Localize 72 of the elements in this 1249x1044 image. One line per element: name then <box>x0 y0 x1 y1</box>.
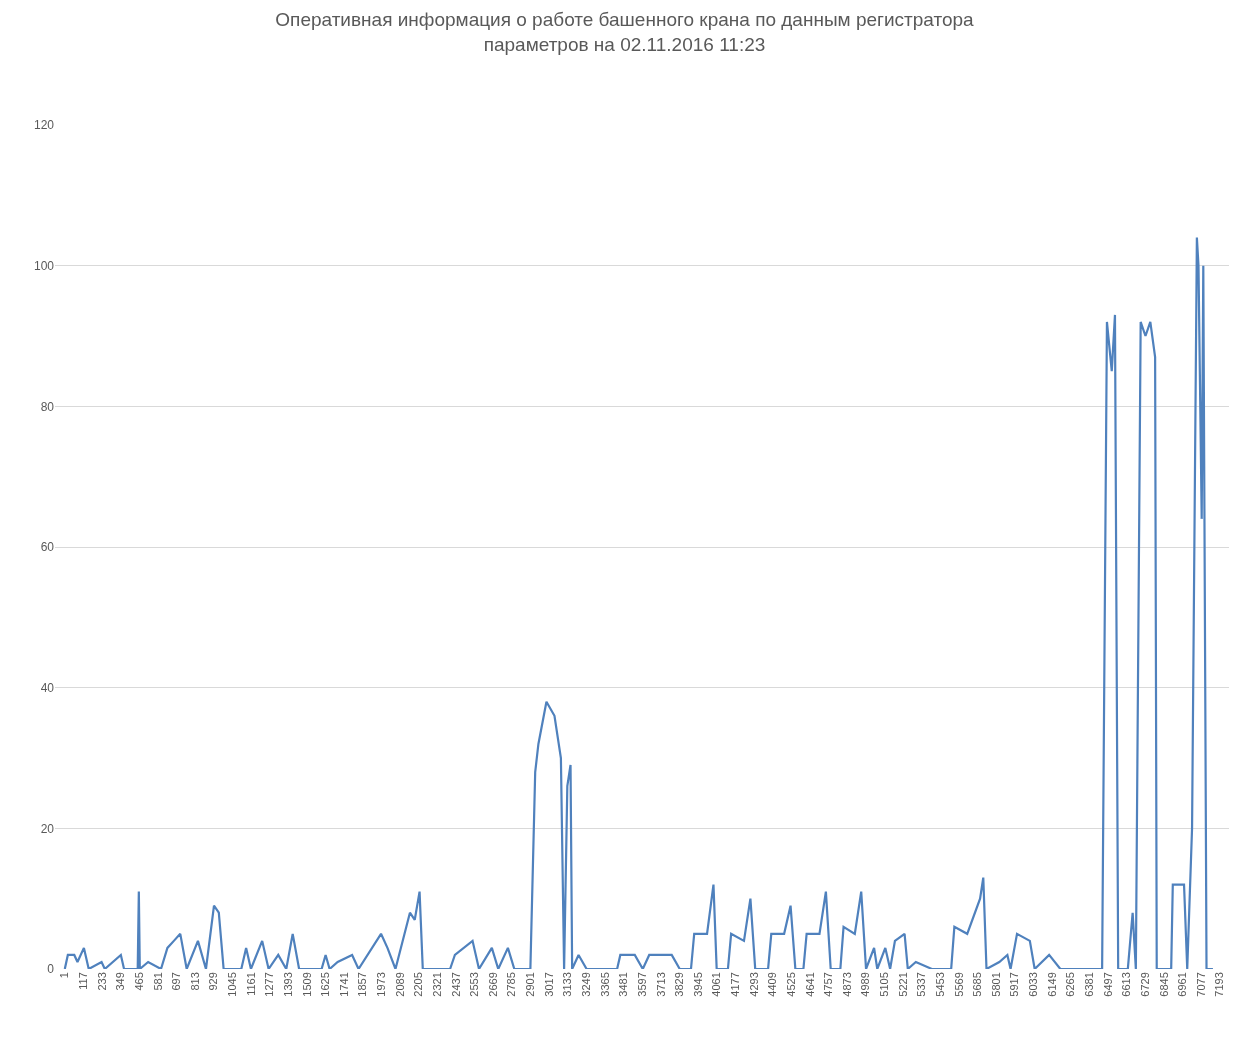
x-tick-label: 1857 <box>356 972 369 997</box>
x-tick-label: 581 <box>151 972 164 991</box>
y-tick-label: 20 <box>40 821 55 836</box>
line-series <box>63 236 1215 969</box>
y-tick-label: 120 <box>33 118 55 133</box>
x-tick-label: 4757 <box>822 972 835 997</box>
x-tick-label: 5221 <box>896 972 909 997</box>
x-tick-label: 3365 <box>598 972 611 997</box>
x-tick-label: 2321 <box>430 972 443 997</box>
x-tick-label: 4989 <box>859 972 872 997</box>
x-tick-label: 1973 <box>375 972 388 997</box>
x-tick-label: 4641 <box>803 972 816 997</box>
x-tick-label: 3945 <box>691 972 704 997</box>
x-tick-label: 5337 <box>915 972 928 997</box>
x-tick-label: 5453 <box>933 972 946 997</box>
x-tick-label: 1741 <box>337 972 350 997</box>
x-tick-label: 1277 <box>263 972 276 997</box>
x-tick-label: 1 <box>58 972 71 979</box>
x-tick-label: 929 <box>207 972 220 991</box>
x-tick-label: 4177 <box>729 972 742 997</box>
x-tick-label: 5917 <box>1008 972 1021 997</box>
x-tick-label: 1625 <box>319 972 332 997</box>
x-tick-label: 233 <box>95 972 108 991</box>
x-tick-label: 3481 <box>617 972 630 997</box>
x-tick-label: 1045 <box>226 972 239 997</box>
x-tick-label: 1509 <box>300 972 313 997</box>
x-tick-label: 697 <box>170 972 183 991</box>
chart-title: Оперативная информация о работе башенного крана по данным регистратора параметров на 02.11.2016 11:23 <box>275 9 975 55</box>
x-tick-label: 4525 <box>784 972 797 997</box>
y-tick-label: 80 <box>40 399 55 414</box>
x-tick-label: 4293 <box>747 972 760 997</box>
x-tick-label: 3017 <box>542 972 555 997</box>
x-tick-label: 6729 <box>1138 972 1151 997</box>
x-tick-label: 813 <box>188 972 201 991</box>
x-tick-label: 2901 <box>524 972 537 997</box>
x-tick-label: 7193 <box>1213 972 1226 997</box>
x-tick-label: 6497 <box>1101 972 1114 997</box>
x-tick-label: 2785 <box>505 972 518 997</box>
x-tick-label: 6265 <box>1064 972 1077 997</box>
x-tick-label: 4061 <box>710 972 723 997</box>
y-tick-label: 0 <box>47 962 55 977</box>
x-tick-label: 7077 <box>1194 972 1207 997</box>
x-tick-label: 6845 <box>1157 972 1170 997</box>
x-tick-label: 6149 <box>1045 972 1058 997</box>
y-tick-label: 60 <box>40 540 55 555</box>
x-tick-label: 4409 <box>766 972 779 997</box>
x-tick-label: 5105 <box>878 972 891 997</box>
x-tick-label: 2669 <box>486 972 499 997</box>
x-tick-label: 6613 <box>1120 972 1133 997</box>
x-tick-label: 3829 <box>673 972 686 997</box>
x-tick-label: 6961 <box>1176 972 1189 997</box>
x-tick-label: 4873 <box>840 972 853 997</box>
x-tick-label: 3249 <box>580 972 593 997</box>
x-tick-label: 3713 <box>654 972 667 997</box>
x-tick-label: 117 <box>77 972 89 990</box>
x-tick-label: 2205 <box>412 972 425 997</box>
x-tick-label: 349 <box>114 972 127 991</box>
y-tick-label: 100 <box>33 258 55 273</box>
x-tick-label: 3597 <box>635 972 648 997</box>
y-tick-label: 40 <box>40 680 55 695</box>
x-tick-label: 6033 <box>1027 972 1040 997</box>
x-tick-label: 3133 <box>561 972 574 997</box>
x-tick-label: 2553 <box>468 972 481 997</box>
x-tick-label: 5569 <box>952 972 965 997</box>
x-tick-label: 1161 <box>244 972 257 996</box>
x-tick-label: 5801 <box>989 972 1002 997</box>
x-tick-label: 1393 <box>281 972 294 997</box>
x-tick-label: 5685 <box>971 972 984 997</box>
x-tick-label: 6381 <box>1083 972 1096 997</box>
x-tick-label: 465 <box>132 972 145 991</box>
x-tick-label: 2437 <box>449 972 462 997</box>
x-tick-label: 2089 <box>393 972 406 997</box>
